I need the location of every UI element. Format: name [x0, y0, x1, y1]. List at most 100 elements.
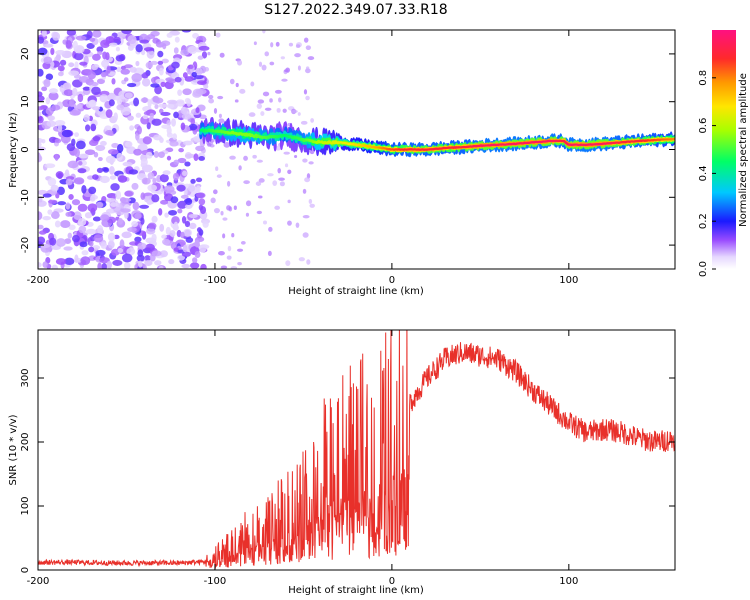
- noise-blob: [131, 182, 139, 190]
- noise-blob: [169, 140, 179, 147]
- noise-blob: [95, 249, 106, 256]
- noise-blob: [237, 262, 242, 266]
- noise-blob: [230, 266, 238, 269]
- noise-blob: [294, 155, 298, 159]
- noise-blob: [184, 161, 191, 167]
- noise-blob: [158, 67, 164, 76]
- noise-blob: [261, 64, 267, 71]
- noise-blob: [57, 65, 65, 72]
- noise-blob: [111, 78, 116, 85]
- noise-blob: [38, 95, 45, 102]
- noise-blob: [107, 232, 116, 242]
- noise-blob: [192, 257, 198, 264]
- noise-blob: [38, 236, 46, 245]
- noise-blob: [47, 177, 57, 187]
- colorbar-label: Normalized spectral amplitude: [738, 73, 749, 227]
- noise-blob: [262, 30, 266, 34]
- noise-blob: [172, 172, 180, 181]
- noise-blob: [50, 47, 55, 56]
- noise-blob: [187, 45, 198, 54]
- noise-blob: [268, 226, 273, 232]
- noise-blob: [252, 154, 257, 159]
- noise-blob: [274, 205, 281, 210]
- spectrogram-ytick-label: 20: [20, 48, 31, 61]
- noise-blob: [115, 46, 120, 52]
- noise-blob: [66, 143, 76, 152]
- ridge-mark: [672, 138, 675, 141]
- noise-blob: [99, 257, 110, 264]
- noise-blob: [51, 104, 61, 111]
- noise-blob: [213, 207, 220, 214]
- snr-frame: [37, 329, 676, 571]
- noise-blob: [229, 155, 236, 160]
- noise-blob: [105, 129, 114, 136]
- noise-blob: [77, 168, 87, 174]
- snr-panel: -200 -100 0 100 0 100 200 300 Height of straigh…: [8, 329, 676, 596]
- noise-blob: [154, 97, 164, 104]
- noise-blob: [99, 175, 110, 184]
- noise-blob: [141, 177, 151, 185]
- noise-blob: [310, 118, 315, 123]
- noise-blob: [89, 196, 96, 202]
- noise-blob: [108, 166, 115, 175]
- noise-blob: [182, 88, 192, 96]
- noise-blob: [129, 125, 135, 131]
- noise-blob: [108, 99, 115, 107]
- noise-blob: [284, 69, 289, 73]
- noise-blob: [160, 111, 171, 117]
- noise-blob: [123, 262, 131, 269]
- noise-blob: [216, 174, 222, 178]
- noise-blob: [90, 123, 97, 132]
- noise-blob: [198, 155, 205, 161]
- noise-blob: [54, 138, 62, 144]
- noise-blob: [150, 83, 160, 88]
- noise-blob: [79, 241, 88, 248]
- noise-blob: [102, 51, 108, 60]
- noise-blob: [64, 257, 75, 266]
- noise-blob: [204, 67, 210, 72]
- noise-blob: [180, 122, 186, 131]
- noise-blob: [136, 125, 142, 135]
- noise-blob: [162, 170, 171, 176]
- noise-blob: [190, 118, 196, 126]
- noise-blob: [75, 140, 86, 150]
- noise-blob: [309, 203, 315, 208]
- noise-blob: [267, 173, 274, 177]
- noise-blob: [181, 170, 188, 177]
- noise-blob: [121, 30, 132, 35]
- noise-blob: [285, 260, 291, 266]
- noise-blob: [210, 197, 216, 204]
- noise-blob: [158, 151, 165, 158]
- noise-blob: [143, 47, 155, 52]
- snr-xtick-label: -100: [204, 576, 227, 587]
- noise-blob: [110, 202, 118, 207]
- noise-blob: [278, 97, 282, 103]
- noise-blob: [38, 142, 42, 147]
- noise-blob: [187, 185, 196, 192]
- noise-blob: [226, 180, 231, 187]
- noise-blob: [198, 45, 210, 51]
- noise-blob: [96, 78, 105, 85]
- snr-ticks: -200 -100 0 100 0 100 200 300: [20, 330, 675, 587]
- noise-blob: [173, 221, 179, 230]
- noise-blob: [257, 99, 265, 104]
- noise-blob: [213, 107, 218, 114]
- noise-blob: [106, 260, 112, 269]
- noise-blob: [304, 177, 311, 183]
- noise-blob: [38, 68, 44, 77]
- noise-blob: [287, 220, 292, 226]
- snr-ytick-label: 100: [20, 496, 31, 515]
- noise-blob: [105, 197, 116, 203]
- noise-blob: [38, 211, 43, 221]
- noise-blob: [54, 153, 59, 161]
- noise-blob: [45, 97, 51, 105]
- noise-blob: [92, 216, 101, 222]
- noise-blob: [238, 165, 242, 171]
- noise-blob: [38, 230, 47, 235]
- noise-blob: [77, 153, 89, 159]
- noise-blob: [151, 194, 160, 203]
- noise-blob: [253, 41, 257, 46]
- noise-blob: [133, 148, 142, 156]
- noise-blob: [114, 95, 120, 101]
